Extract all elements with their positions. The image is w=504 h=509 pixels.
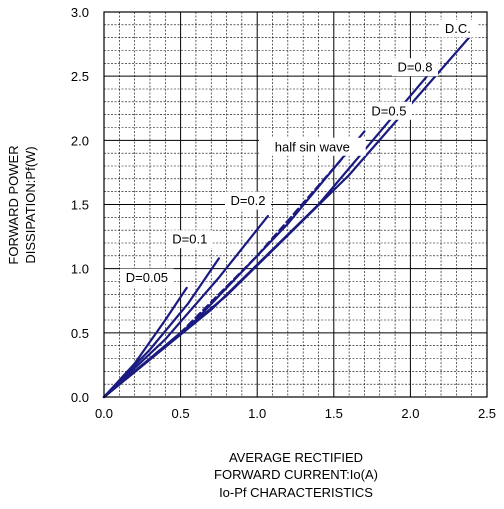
x-tick-label: 0.0 <box>95 406 113 421</box>
annotation-bg <box>365 101 412 120</box>
y-tick-label: 1.0 <box>71 262 89 277</box>
y-tick-label: 2.0 <box>71 133 89 148</box>
annotation-bg <box>438 19 478 38</box>
annotation-label: D=0.2 <box>230 193 265 208</box>
y-axis-label-line1: FORWARD POWER <box>6 145 21 264</box>
annotation-label: D=0.8 <box>397 60 432 75</box>
y-tick-label: 0.0 <box>71 390 89 405</box>
x-axis-label-line2: FORWARD CURRENT:Io(A) <box>214 467 378 482</box>
annotation-label: D=0.5 <box>371 103 406 118</box>
annotation-bg <box>225 191 272 210</box>
y-tick-labels: 0.0 0.5 1.0 1.5 2.0 2.5 3.0 <box>71 5 89 405</box>
y-tick-label: 0.5 <box>71 326 89 341</box>
x-tick-label: 2.0 <box>401 406 419 421</box>
annotation-bg <box>258 137 366 156</box>
annotation-bg <box>120 268 174 287</box>
x-tick-label: 0.5 <box>172 406 190 421</box>
series-line-d-0-2 <box>102 215 269 399</box>
series-line-d-0-1 <box>102 257 220 399</box>
chart-title: Io-Pf CHARACTERISTICS <box>219 485 373 500</box>
plot-frame <box>103 11 488 398</box>
series-line-d-0-8 <box>102 71 432 399</box>
y-tick-label: 1.5 <box>71 198 89 213</box>
y-axis-label-line2: DISSIPATION:Pf(W) <box>23 146 38 263</box>
series-line-d-0-05 <box>102 286 188 399</box>
annotation-label: D=0.1 <box>172 232 207 247</box>
annotation-label: D=0.05 <box>126 270 168 285</box>
annotation-bg <box>166 230 213 249</box>
annotation-label: half sin wave <box>275 139 350 154</box>
x-tick-labels: 0.0 0.5 1.0 1.5 2.0 2.5 <box>95 406 496 421</box>
x-tick-label: 1.5 <box>325 406 343 421</box>
annotation-layer: D=0.05 D=0.1 D=0.2 half sin wave D=0.5 D=0.8 D… <box>120 19 478 287</box>
x-tick-label: 1.0 <box>248 406 266 421</box>
x-tick-label: 2.5 <box>478 406 496 421</box>
annotation-label: D.C. <box>445 21 471 36</box>
x-axis-label-line1: AVERAGE RECTIFIED <box>229 450 363 465</box>
y-tick-label: 3.0 <box>71 5 89 20</box>
y-tick-label: 2.5 <box>71 69 89 84</box>
series-layer <box>102 35 472 399</box>
annotation-bg <box>391 58 438 77</box>
